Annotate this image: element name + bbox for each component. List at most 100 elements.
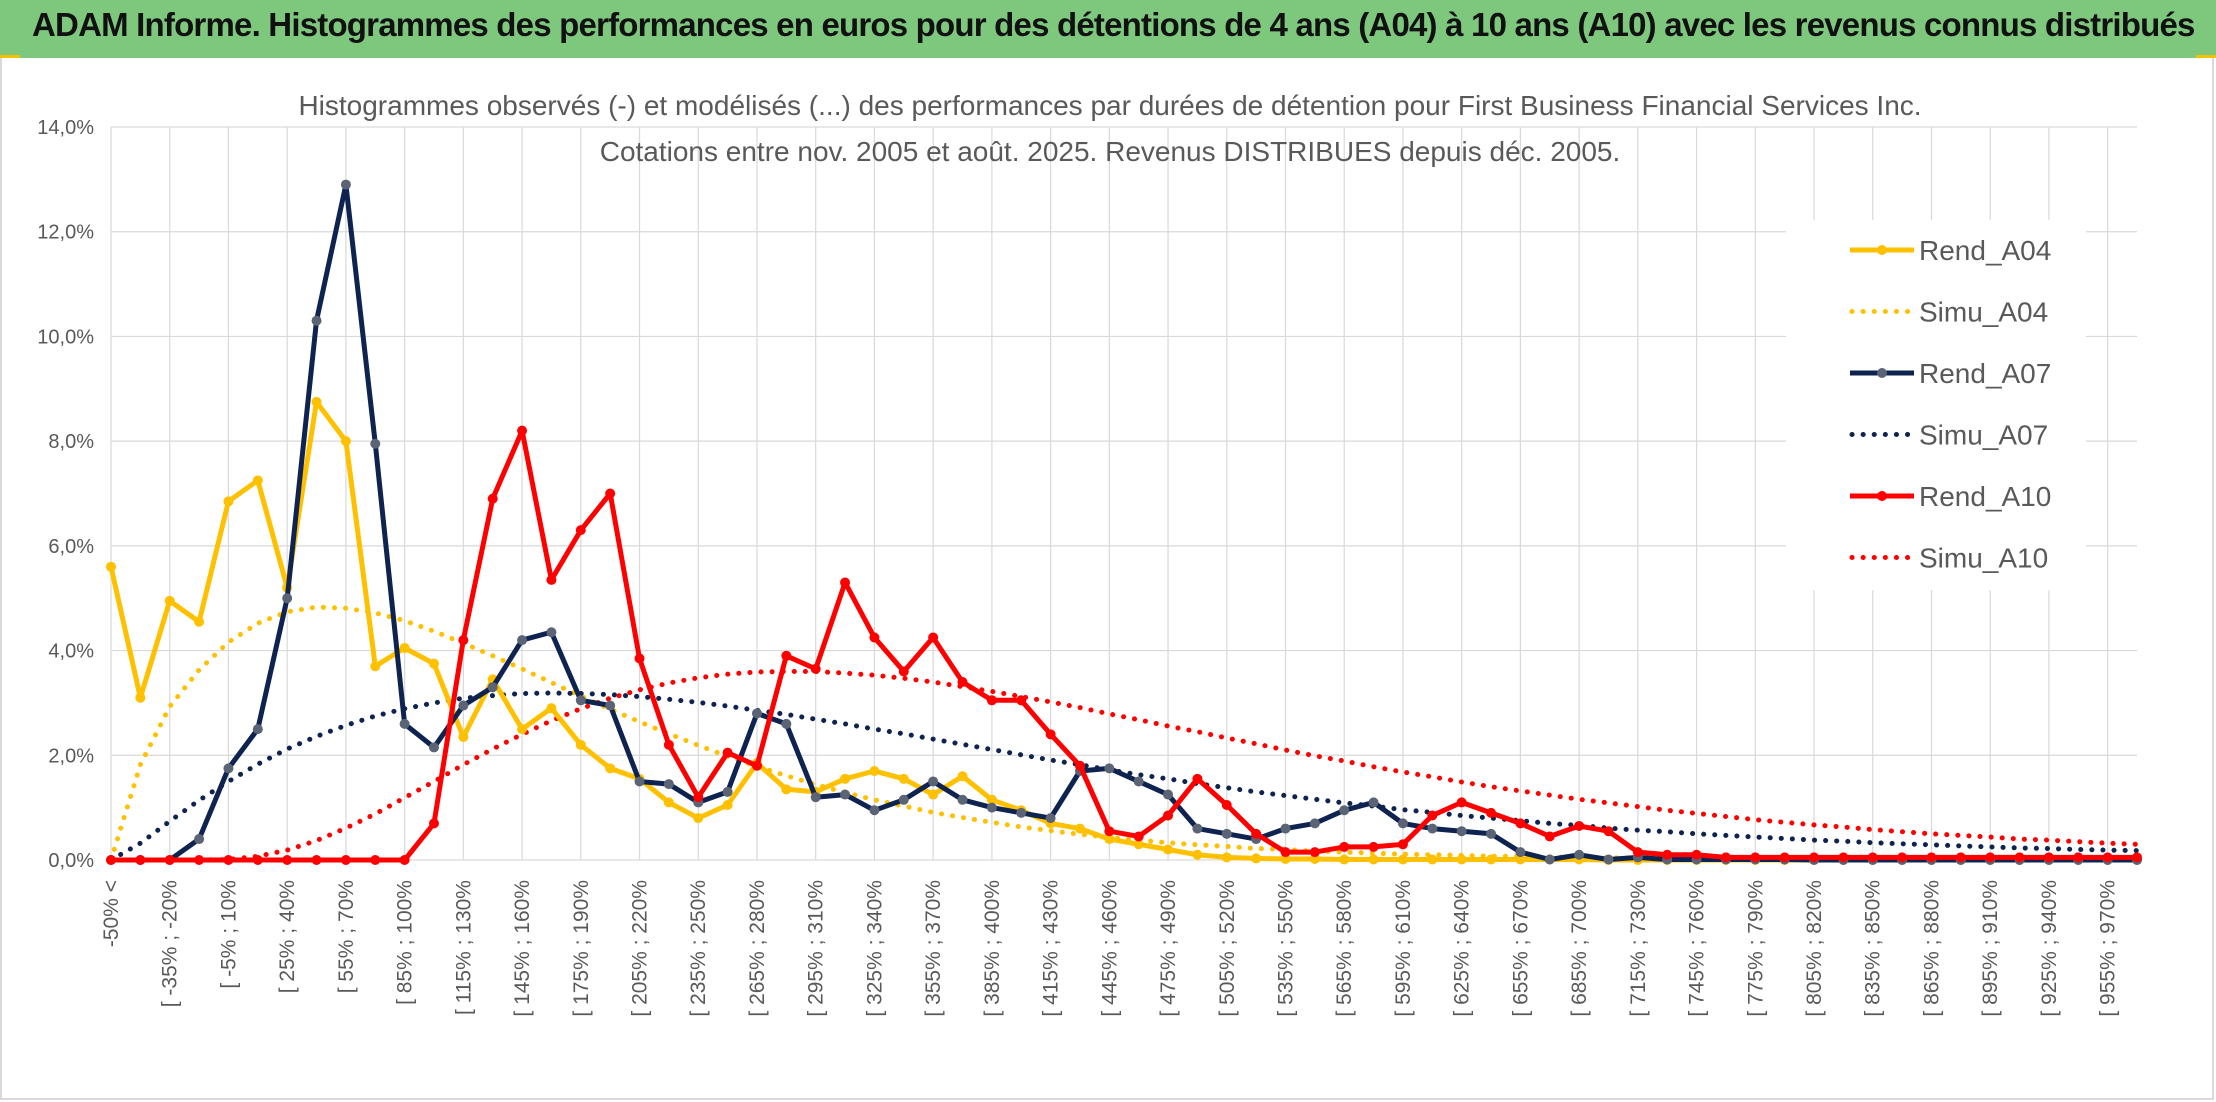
data-point bbox=[1515, 854, 1526, 865]
data-point bbox=[487, 682, 498, 693]
x-tick-label: [ 295% ; 310% bbox=[805, 880, 828, 1017]
data-point bbox=[928, 776, 939, 787]
x-axis: -50% < [ -35% ; -20% [ -5% ; 10% [ 25% ; 40… bbox=[100, 880, 2120, 1017]
data-point bbox=[1985, 852, 1996, 863]
legend-label: Simu_A07 bbox=[1919, 420, 2048, 451]
data-point bbox=[1133, 831, 1144, 842]
legend-marker bbox=[1877, 491, 1887, 501]
data-point bbox=[223, 763, 234, 774]
y-tick-label: 4,0% bbox=[48, 641, 94, 663]
x-tick-label: [ 655% ; 670% bbox=[1509, 880, 1532, 1017]
data-point bbox=[1368, 854, 1379, 865]
chart-subtitle: Cotations entre nov. 2005 et août. 2025.… bbox=[600, 136, 1621, 167]
data-point bbox=[663, 797, 674, 808]
data-point bbox=[1456, 826, 1467, 837]
data-point bbox=[957, 771, 968, 782]
data-point bbox=[1867, 852, 1878, 863]
data-point bbox=[1251, 828, 1262, 839]
data-point bbox=[2014, 852, 2025, 863]
x-tick-label: [ 175% ; 190% bbox=[570, 880, 593, 1017]
plot-area bbox=[106, 179, 2142, 865]
data-point bbox=[1486, 854, 1497, 865]
data-point bbox=[1632, 847, 1643, 858]
x-tick-label: [ -5% ; 10% bbox=[217, 880, 240, 989]
data-point bbox=[722, 786, 733, 797]
data-point bbox=[223, 855, 234, 865]
data-point bbox=[1104, 826, 1115, 837]
data-point bbox=[663, 779, 674, 790]
data-point bbox=[2102, 852, 2113, 863]
data-point bbox=[781, 784, 792, 795]
x-tick-label: [ 55% ; 70% bbox=[335, 880, 358, 993]
data-point bbox=[164, 595, 175, 606]
data-point bbox=[1074, 760, 1085, 771]
data-point bbox=[1486, 807, 1497, 818]
data-point bbox=[1603, 826, 1614, 837]
data-point bbox=[663, 739, 674, 750]
legend-box bbox=[1786, 220, 2086, 590]
data-point bbox=[2043, 852, 2054, 863]
x-tick-label: [ 445% ; 460% bbox=[1098, 880, 1121, 1017]
data-point bbox=[340, 855, 351, 865]
data-point bbox=[399, 855, 410, 865]
data-point bbox=[311, 315, 322, 326]
data-point bbox=[428, 658, 439, 669]
data-point bbox=[634, 776, 645, 787]
x-tick-label: [ 505% ; 520% bbox=[1216, 880, 1239, 1017]
x-tick-label: [ 955% ; 970% bbox=[2097, 880, 2120, 1017]
data-point bbox=[1016, 695, 1027, 706]
data-point bbox=[986, 695, 997, 706]
data-point bbox=[1163, 844, 1174, 855]
data-point bbox=[781, 718, 792, 729]
y-tick-label: 14,0% bbox=[37, 117, 94, 139]
data-point bbox=[1339, 841, 1350, 852]
data-point bbox=[458, 731, 469, 742]
data-point bbox=[810, 663, 821, 674]
data-point bbox=[1544, 854, 1555, 865]
x-tick-label: [ 595% ; 610% bbox=[1392, 880, 1415, 1017]
data-point bbox=[1133, 776, 1144, 787]
data-point bbox=[458, 635, 469, 646]
data-point bbox=[311, 396, 322, 407]
data-point bbox=[194, 616, 205, 627]
data-point bbox=[399, 642, 410, 653]
data-point bbox=[399, 718, 410, 729]
data-point bbox=[1486, 828, 1497, 839]
data-point bbox=[1192, 773, 1203, 784]
legend-marker bbox=[1877, 368, 1887, 378]
data-point bbox=[722, 800, 733, 811]
x-tick-label: [ 565% ; 580% bbox=[1333, 880, 1356, 1017]
data-point bbox=[1221, 800, 1232, 811]
data-point bbox=[1280, 823, 1291, 834]
x-tick-label: [ 25% ; 40% bbox=[276, 880, 299, 993]
data-point bbox=[840, 577, 851, 588]
y-axis: 0,0% 2,0% 4,0% 6,0% 8,0% 10,0% 12,0% 14,0% bbox=[37, 117, 94, 872]
data-point bbox=[928, 789, 939, 800]
data-point bbox=[517, 724, 528, 735]
data-point bbox=[1280, 847, 1291, 858]
data-point bbox=[1397, 854, 1408, 865]
data-point bbox=[1955, 852, 1966, 863]
legend-marker bbox=[1877, 245, 1887, 255]
data-point bbox=[164, 855, 175, 865]
data-point bbox=[605, 763, 616, 774]
data-point bbox=[1515, 818, 1526, 829]
x-tick-label: [ 385% ; 400% bbox=[981, 880, 1004, 1017]
x-tick-label: [ 625% ; 640% bbox=[1451, 880, 1474, 1017]
banner-corner-left bbox=[0, 55, 20, 58]
data-point bbox=[751, 760, 762, 771]
data-point bbox=[1838, 852, 1849, 863]
data-point bbox=[1045, 813, 1056, 824]
data-point bbox=[546, 703, 557, 714]
data-point bbox=[370, 855, 381, 865]
data-point bbox=[252, 475, 263, 486]
chart-title: Histogrammes observés (-) et modélisés (… bbox=[298, 90, 1921, 121]
legend: Rend_A04 Simu_A04 Rend_A07 Simu_A07 Rend_A10… bbox=[1786, 220, 2086, 590]
legend-label: Simu_A10 bbox=[1919, 543, 2048, 574]
data-point bbox=[575, 695, 586, 706]
data-point bbox=[2132, 852, 2142, 863]
data-point bbox=[781, 650, 792, 661]
data-point bbox=[282, 593, 293, 604]
data-point bbox=[1163, 810, 1174, 821]
